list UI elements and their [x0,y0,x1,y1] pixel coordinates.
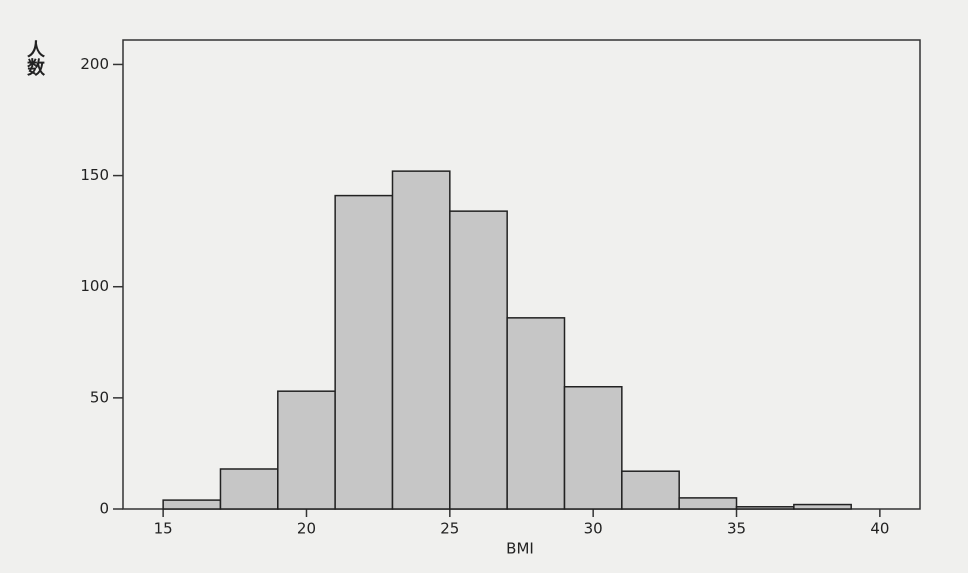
bar [219,468,279,510]
y-axis-label: 人数 [24,40,45,77]
x-tick-label: 35 [727,520,746,538]
bar [735,506,795,510]
bar [506,317,566,510]
bar [678,497,738,510]
x-tick-label: 30 [584,520,603,538]
y-tick-label: 100 [80,277,109,295]
x-axis-label: BMI [506,540,534,558]
bar [563,385,623,510]
bar [334,194,394,510]
bar [793,503,852,510]
y-tick-label: 50 [90,388,109,406]
bar [449,210,508,510]
y-tick-label: 150 [80,166,109,184]
x-tick-label: 15 [154,520,173,538]
x-tick-label: 20 [297,520,316,538]
bar [621,470,680,510]
y-tick-label: 200 [80,55,109,73]
bar [162,499,222,510]
bar [391,170,451,510]
bar [277,390,336,510]
x-tick-label: 25 [440,520,459,538]
y-tick-label: 0 [99,500,109,518]
x-tick-label: 40 [870,520,889,538]
